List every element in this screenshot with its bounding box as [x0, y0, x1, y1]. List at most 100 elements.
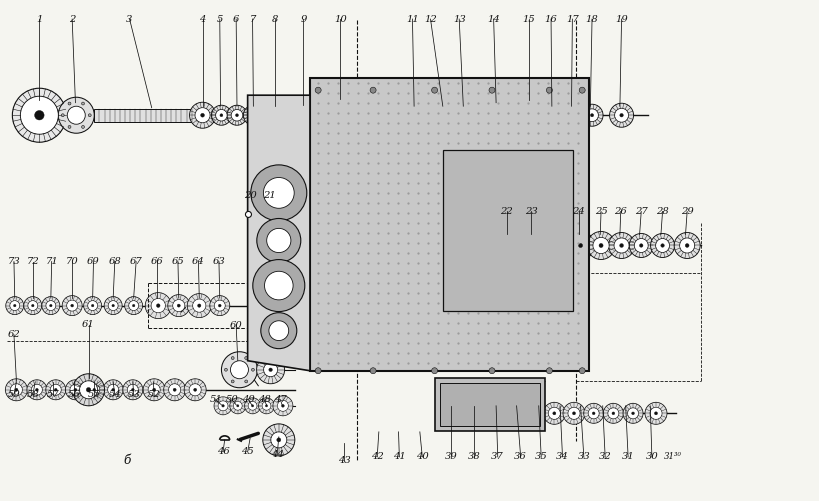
- Text: 17: 17: [565, 15, 578, 24]
- Circle shape: [269, 368, 272, 371]
- FancyBboxPatch shape: [310, 78, 588, 371]
- Circle shape: [265, 405, 267, 407]
- Text: 18: 18: [585, 15, 598, 24]
- Circle shape: [585, 109, 598, 122]
- Circle shape: [168, 295, 189, 317]
- Circle shape: [31, 305, 34, 307]
- Circle shape: [81, 125, 84, 128]
- Text: 30: 30: [645, 452, 658, 461]
- Text: 13: 13: [452, 15, 465, 24]
- Bar: [434, 378, 545, 431]
- Circle shape: [273, 396, 292, 416]
- Circle shape: [221, 352, 257, 388]
- Circle shape: [127, 384, 138, 395]
- Circle shape: [545, 87, 552, 93]
- Circle shape: [79, 381, 97, 399]
- Circle shape: [88, 114, 91, 117]
- Text: 61: 61: [82, 320, 95, 329]
- Circle shape: [103, 380, 123, 400]
- Text: 49: 49: [242, 395, 255, 404]
- Circle shape: [72, 374, 105, 406]
- Circle shape: [484, 406, 499, 420]
- Circle shape: [504, 402, 525, 424]
- Circle shape: [433, 106, 451, 124]
- Text: 56: 56: [67, 390, 80, 399]
- Text: 15: 15: [522, 15, 535, 24]
- Circle shape: [548, 407, 559, 419]
- Circle shape: [301, 113, 305, 118]
- Circle shape: [177, 304, 180, 307]
- Circle shape: [251, 368, 254, 371]
- Text: 1: 1: [36, 15, 43, 24]
- Circle shape: [518, 232, 544, 259]
- Circle shape: [492, 112, 499, 118]
- Circle shape: [187, 294, 211, 318]
- Circle shape: [111, 388, 115, 391]
- Text: 32: 32: [598, 452, 611, 461]
- Circle shape: [74, 388, 77, 391]
- Text: 22: 22: [500, 207, 513, 216]
- Text: 70: 70: [66, 257, 79, 266]
- Circle shape: [543, 402, 564, 424]
- Text: 53: 53: [127, 390, 140, 399]
- Text: 67: 67: [129, 257, 143, 266]
- Circle shape: [50, 384, 61, 395]
- Circle shape: [685, 243, 688, 247]
- Text: 57: 57: [47, 390, 60, 399]
- Circle shape: [6, 297, 24, 315]
- Text: 44: 44: [270, 450, 283, 459]
- Text: 31³⁰: 31³⁰: [663, 452, 681, 461]
- Circle shape: [528, 408, 540, 419]
- Circle shape: [152, 388, 156, 391]
- Circle shape: [131, 388, 134, 391]
- Circle shape: [6, 379, 27, 401]
- Circle shape: [529, 243, 532, 247]
- Circle shape: [10, 301, 20, 311]
- Circle shape: [465, 412, 468, 415]
- Circle shape: [93, 388, 96, 391]
- Circle shape: [581, 104, 602, 126]
- Circle shape: [58, 97, 94, 133]
- Circle shape: [62, 296, 82, 316]
- Circle shape: [88, 384, 100, 395]
- Circle shape: [218, 304, 221, 307]
- Circle shape: [260, 313, 296, 349]
- Circle shape: [476, 95, 515, 135]
- Circle shape: [478, 400, 505, 426]
- Circle shape: [431, 368, 437, 374]
- Circle shape: [660, 244, 663, 247]
- Circle shape: [591, 412, 595, 415]
- Text: 24: 24: [572, 207, 585, 216]
- Circle shape: [586, 231, 614, 260]
- Circle shape: [129, 301, 138, 311]
- Circle shape: [20, 96, 58, 134]
- Circle shape: [532, 412, 536, 415]
- Circle shape: [244, 357, 247, 360]
- Circle shape: [627, 408, 638, 419]
- Circle shape: [218, 401, 228, 411]
- Circle shape: [281, 404, 284, 407]
- Circle shape: [524, 403, 544, 423]
- Circle shape: [20, 96, 58, 134]
- Circle shape: [501, 243, 506, 248]
- Circle shape: [215, 109, 227, 121]
- Text: 23: 23: [524, 207, 537, 216]
- Circle shape: [35, 388, 38, 391]
- Circle shape: [124, 297, 143, 315]
- Circle shape: [42, 297, 60, 315]
- Circle shape: [108, 301, 118, 311]
- Text: 41: 41: [392, 452, 405, 461]
- Circle shape: [441, 114, 444, 117]
- Circle shape: [268, 108, 281, 122]
- Text: 71: 71: [45, 257, 58, 266]
- Text: 28: 28: [655, 207, 668, 216]
- Circle shape: [233, 401, 242, 410]
- Circle shape: [214, 397, 232, 415]
- Circle shape: [248, 401, 256, 410]
- Text: 8: 8: [271, 15, 278, 24]
- Circle shape: [31, 384, 43, 395]
- Circle shape: [572, 412, 575, 415]
- Text: 51: 51: [209, 395, 222, 404]
- Circle shape: [456, 402, 477, 424]
- Text: 73: 73: [7, 257, 20, 266]
